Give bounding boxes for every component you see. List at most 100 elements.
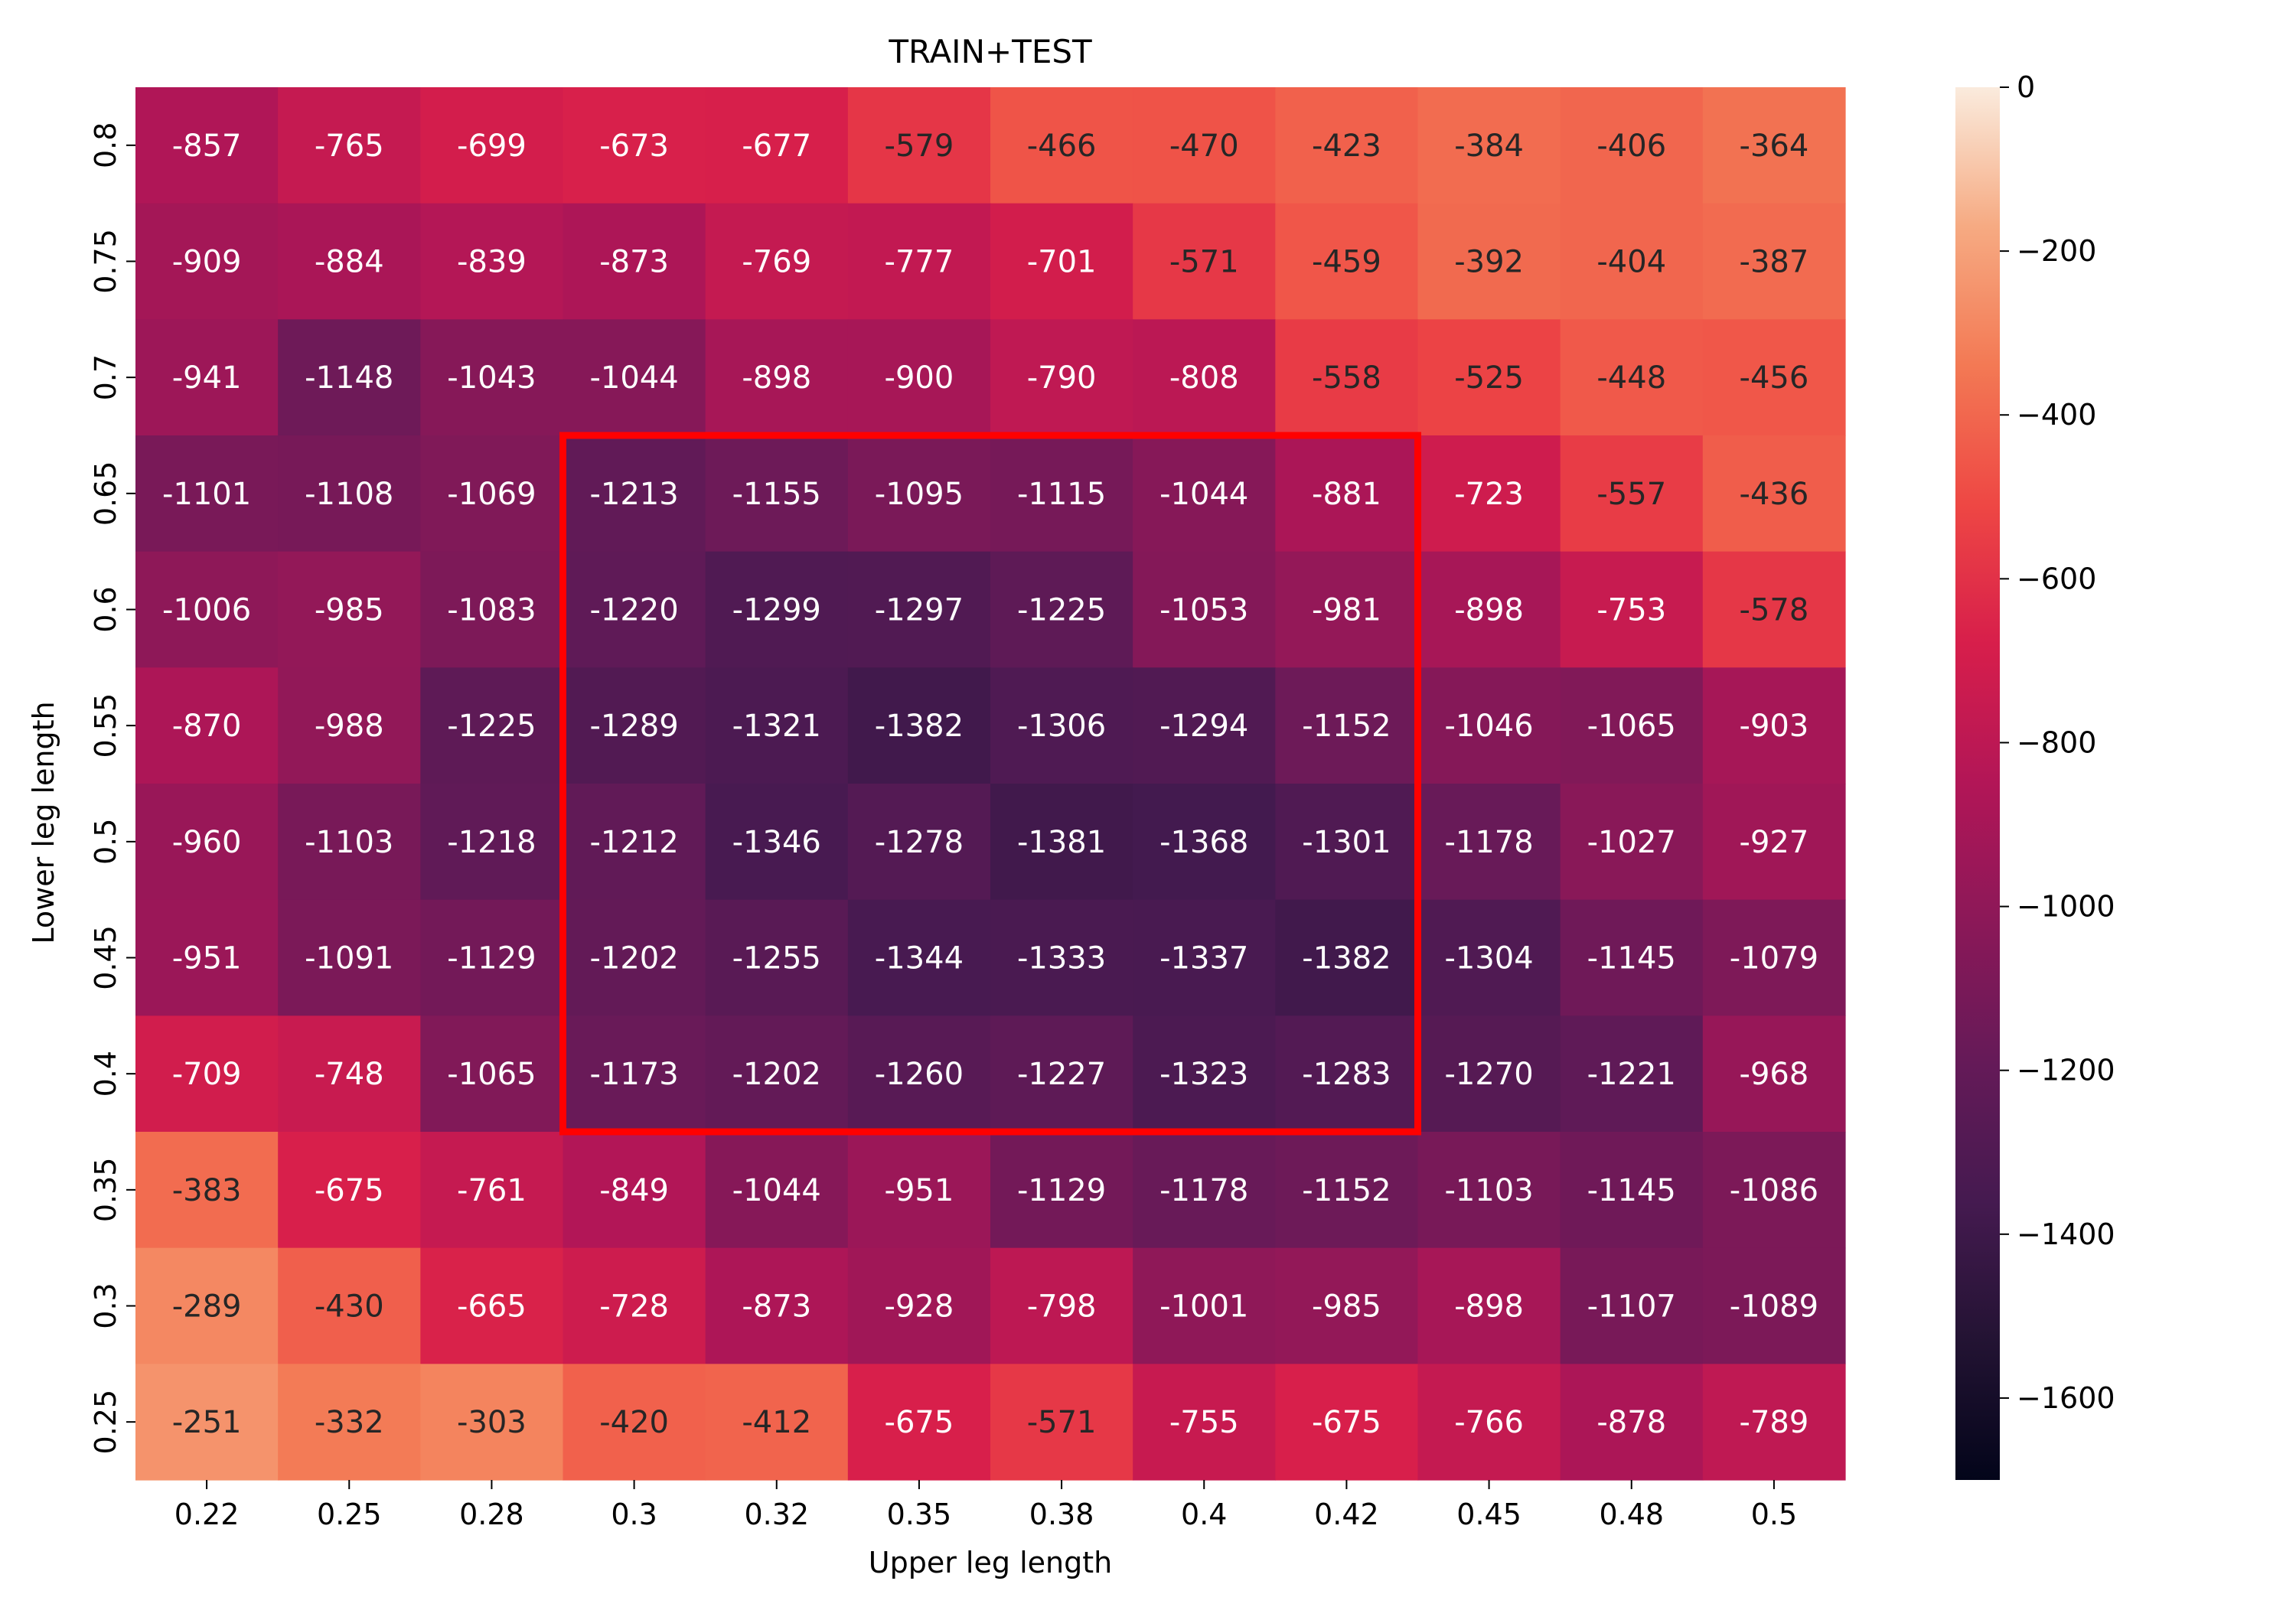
- cell-value-label: -1095: [875, 477, 964, 512]
- cell-value-label: -1202: [732, 1057, 821, 1092]
- heatmap-cell: [1417, 551, 1561, 668]
- cell-value-label: -571: [1027, 1405, 1097, 1440]
- heatmap-cell: [990, 319, 1133, 436]
- cell-value-label: -1368: [1159, 825, 1248, 860]
- cell-value-label: -1108: [305, 477, 393, 512]
- heatmap-cell: [1560, 1247, 1704, 1364]
- cell-value-label: -1382: [1302, 941, 1391, 976]
- heatmap-cell: [1702, 1132, 1846, 1249]
- y-axis: 0.8 0.75 0.7 0.65 0.6 0.55 0.5 0.45 0.4 0.35 0.3 0.…: [89, 122, 135, 1454]
- x-tick-label: 0.42: [1314, 1498, 1379, 1531]
- cell-value-label: -1212: [589, 825, 678, 860]
- cell-value-label: -898: [1454, 593, 1524, 628]
- cell-value-label: -766: [1454, 1405, 1524, 1440]
- heatmap-cell: [847, 667, 991, 784]
- cell-value-label: -1301: [1302, 825, 1391, 860]
- heatmap-cell: [1275, 899, 1419, 1016]
- x-tick-label: 0.32: [744, 1498, 809, 1531]
- cell-value-label: -1089: [1730, 1289, 1818, 1325]
- heatmap-cell: [135, 87, 279, 204]
- heatmap-cell: [705, 1364, 849, 1481]
- cell-value-label: -1103: [1444, 1173, 1533, 1208]
- heatmap-cell: [1560, 1364, 1704, 1481]
- heatmap-cell: [420, 899, 564, 1016]
- cell-value-label: -951: [172, 941, 242, 976]
- cell-value-label: -1227: [1017, 1057, 1106, 1092]
- heatmap-cell: [278, 667, 421, 784]
- colorbar-tick-label: −200: [2017, 234, 2096, 268]
- cell-value-label: -909: [172, 245, 242, 280]
- heatmap-cell: [1133, 551, 1276, 668]
- cell-value-label: -448: [1596, 360, 1666, 396]
- cell-value-label: -701: [1027, 245, 1097, 280]
- y-tick-label: 0.3: [89, 1283, 122, 1328]
- cell-value-label: -1344: [875, 941, 964, 976]
- heatmap-cell: [135, 551, 279, 668]
- y-tick-label: 0.55: [89, 693, 122, 758]
- heatmap-cell: [1275, 203, 1419, 320]
- cell-value-label: -1225: [447, 709, 536, 744]
- cell-value-label: -1297: [875, 593, 964, 628]
- heatmap-cell: [847, 1015, 991, 1133]
- cell-value-label: -436: [1740, 477, 1809, 512]
- heatmap-cell: [990, 784, 1133, 901]
- heatmap-cell: [135, 667, 279, 784]
- heatmap-cell: [563, 1247, 706, 1364]
- heatmap-cell: [705, 87, 849, 204]
- y-tick-label: 0.45: [89, 925, 122, 990]
- heatmap-cell: [847, 1247, 991, 1364]
- cell-value-label: -412: [742, 1405, 811, 1440]
- cell-value-label: -1069: [447, 477, 536, 512]
- cell-value-label: -1044: [732, 1173, 821, 1208]
- heatmap-cell: [420, 435, 564, 553]
- heatmap-cell: [1417, 899, 1561, 1016]
- cell-value-label: -466: [1027, 129, 1097, 164]
- heatmap-cell: [705, 667, 849, 784]
- x-tick-label: 0.35: [887, 1498, 952, 1531]
- heatmap-cell: [990, 1247, 1133, 1364]
- heatmap-cell: [563, 1015, 706, 1133]
- highlight-box-layer: [559, 432, 1421, 1136]
- cell-value-label: -1053: [1159, 593, 1248, 628]
- cell-value-label: -673: [599, 129, 669, 164]
- heatmap-cell-labels: -857 -765 -699 -673 -677 -579 -466 -470 -423 -384…: [162, 129, 1818, 1440]
- cell-value-label: -928: [885, 1289, 954, 1325]
- heatmap-cell: [1417, 1247, 1561, 1364]
- heatmap-cell: [563, 203, 706, 320]
- cell-value-label: -1152: [1302, 709, 1391, 744]
- cell-value-label: -1129: [1017, 1173, 1106, 1208]
- y-tick-label: 0.75: [89, 229, 122, 294]
- heatmap-cell: [278, 435, 421, 553]
- heatmap-cell: [1275, 1015, 1419, 1133]
- colorbar-gradient: [1955, 87, 2000, 1480]
- cell-value-label: -459: [1312, 245, 1381, 280]
- heatmap-cell: [1560, 784, 1704, 901]
- cell-value-label: -1065: [1587, 709, 1676, 744]
- cell-value-label: -927: [1740, 825, 1809, 860]
- heatmap-cell: [1702, 435, 1846, 553]
- x-tick-label: 0.3: [611, 1498, 657, 1531]
- cell-value-label: -1145: [1587, 1173, 1676, 1208]
- heatmap-cell: [1417, 319, 1561, 436]
- heatmap-cell: [990, 87, 1133, 204]
- cell-value-label: -525: [1454, 360, 1524, 396]
- heatmap-cell: [990, 1132, 1133, 1249]
- heatmap-cell: [420, 319, 564, 436]
- cell-value-label: -1178: [1444, 825, 1533, 860]
- colorbar-tick-label: −1000: [2017, 890, 2115, 924]
- heatmap-cell: [278, 899, 421, 1016]
- heatmap-cell: [1133, 319, 1276, 436]
- cell-value-label: -289: [172, 1289, 242, 1325]
- heatmap-cell: [1702, 1015, 1846, 1133]
- heatmap-cell: [1133, 1364, 1276, 1481]
- y-tick-label: 0.65: [89, 461, 122, 526]
- heatmap-cell: [1417, 87, 1561, 204]
- cell-value-label: -903: [1740, 709, 1809, 744]
- heatmap-cell: [1417, 1132, 1561, 1249]
- cell-value-label: -878: [1596, 1405, 1666, 1440]
- cell-value-label: -1221: [1587, 1057, 1676, 1092]
- x-axis: 0.22 0.25 0.28 0.3 0.32 0.35 0.38 0.4 0.42 0.45 0.…: [174, 1480, 1797, 1531]
- heatmap-cell: [420, 87, 564, 204]
- colorbar-tick-label: −400: [2017, 398, 2096, 432]
